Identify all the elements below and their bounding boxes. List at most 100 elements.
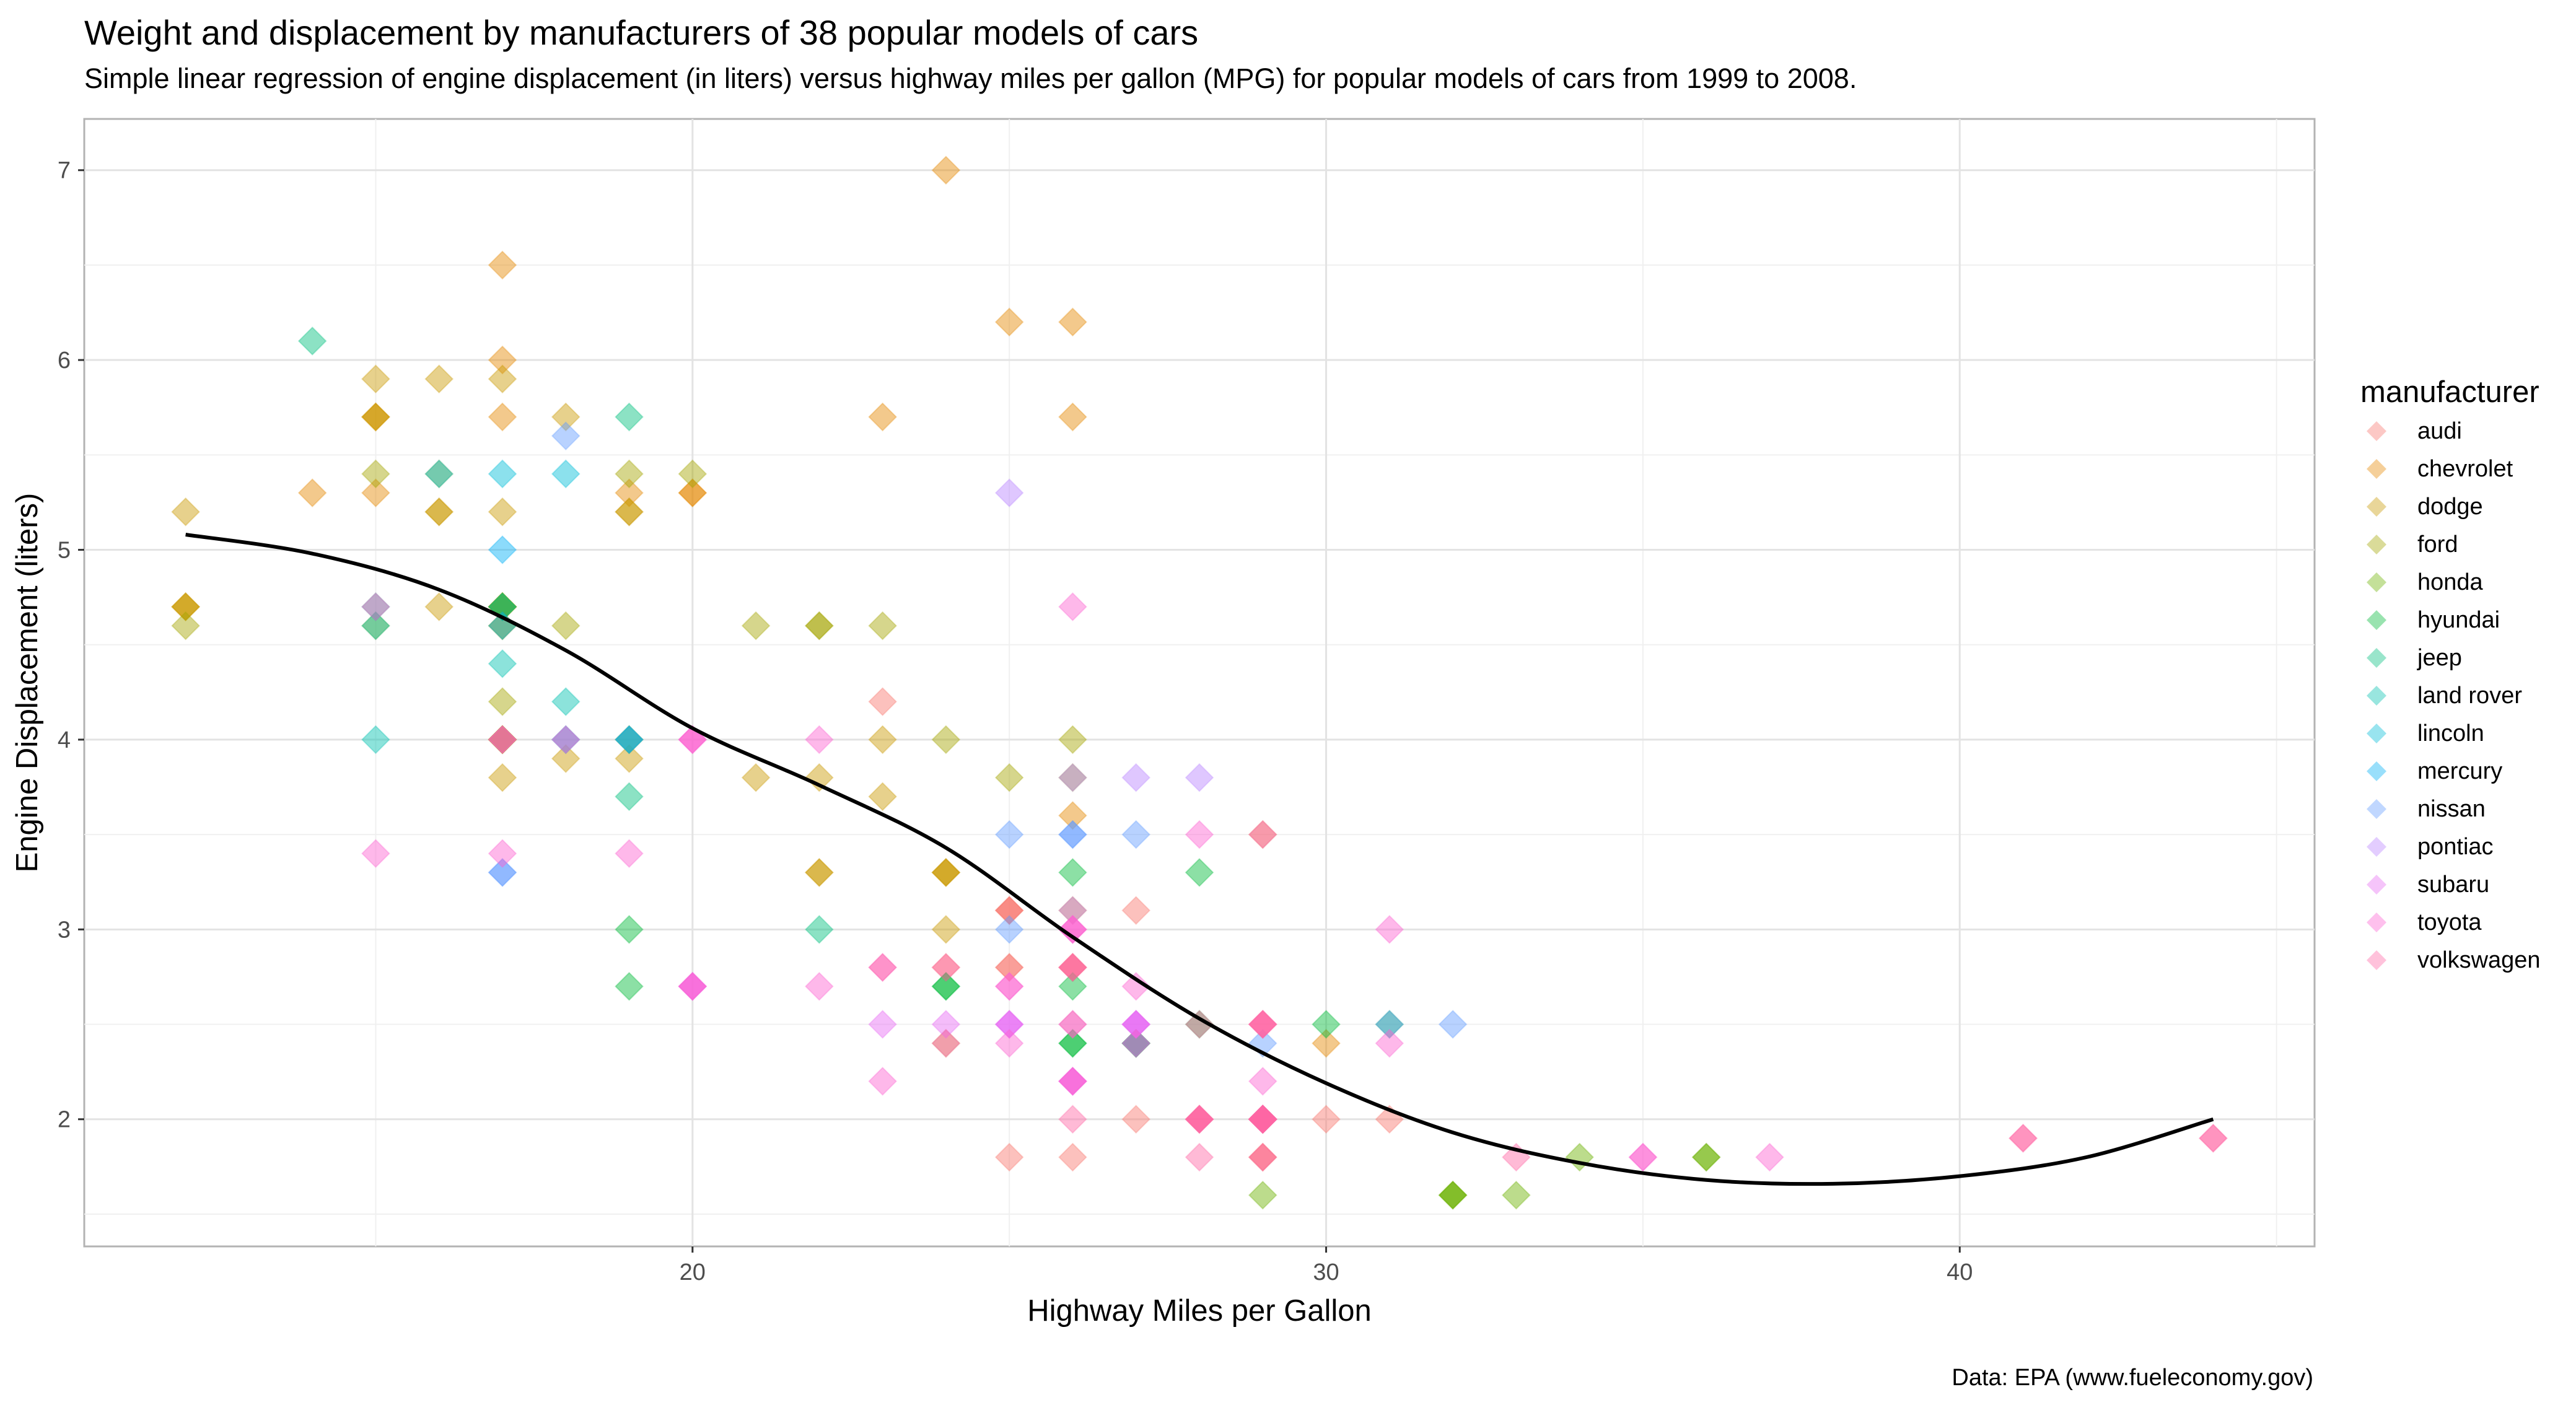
legend-key-diamond-icon bbox=[2367, 799, 2386, 819]
data-point-dodge bbox=[931, 857, 961, 887]
data-point-chevrolet bbox=[615, 478, 644, 508]
legend-item-mercury: mercury bbox=[2360, 753, 2571, 790]
data-point-hyundai bbox=[1375, 1010, 1404, 1039]
data-point-dodge bbox=[551, 402, 580, 432]
data-point-subaru bbox=[1121, 1010, 1151, 1039]
data-point-audi bbox=[994, 1142, 1024, 1172]
data-point-volkswagen bbox=[931, 953, 961, 983]
data-point-mercury bbox=[615, 725, 644, 755]
legend-item-chevrolet: chevrolet bbox=[2360, 450, 2571, 488]
data-point-jeep bbox=[297, 326, 327, 356]
data-point-hyundai bbox=[1312, 1010, 1341, 1039]
data-point-volkswagen bbox=[1248, 1142, 1277, 1172]
data-point-dodge bbox=[424, 497, 454, 527]
data-point-dodge bbox=[615, 497, 644, 527]
data-point-ford bbox=[1058, 725, 1087, 755]
regression-line bbox=[185, 533, 2214, 1186]
data-point-dodge bbox=[488, 364, 517, 394]
data-point-audi bbox=[1248, 1142, 1277, 1172]
data-point-hyundai bbox=[931, 971, 961, 1001]
data-point-volkswagen bbox=[1248, 1105, 1277, 1134]
data-point-volkswagen bbox=[1248, 1105, 1277, 1134]
legend-key-diamond-icon bbox=[2367, 459, 2386, 479]
data-point-chevrolet bbox=[361, 478, 390, 508]
x-tick-label: 40 bbox=[1947, 1259, 1973, 1285]
data-point-dodge bbox=[804, 857, 834, 887]
data-point-toyota bbox=[868, 1067, 898, 1096]
data-point-toyota bbox=[994, 1028, 1024, 1058]
data-point-volkswagen bbox=[1058, 953, 1087, 983]
legend-key-diamond-icon bbox=[2367, 421, 2386, 441]
data-point-dodge bbox=[488, 497, 517, 527]
data-point-ford bbox=[361, 611, 390, 641]
data-point-volkswagen bbox=[1248, 1105, 1277, 1134]
data-point-audi bbox=[994, 896, 1024, 926]
data-point-subaru bbox=[1121, 1010, 1151, 1039]
data-point-jeep bbox=[615, 402, 644, 432]
data-point-audi bbox=[1058, 953, 1087, 983]
data-point-chevrolet bbox=[361, 402, 390, 432]
data-point-volkswagen bbox=[1248, 1105, 1277, 1134]
data-point-honda bbox=[1501, 1180, 1531, 1210]
data-point-hyundai bbox=[1121, 1028, 1151, 1058]
data-point-subaru bbox=[678, 971, 708, 1001]
data-point-chevrolet bbox=[931, 155, 961, 185]
data-point-audi bbox=[1121, 1105, 1151, 1134]
legend-key-diamond-icon bbox=[2367, 837, 2386, 857]
data-point-ford bbox=[994, 763, 1024, 792]
data-point-jeep bbox=[615, 782, 644, 812]
legend-item-jeep: jeep bbox=[2360, 639, 2571, 677]
x-axis-label: Highway Miles per Gallon bbox=[1027, 1294, 1372, 1328]
data-point-subaru bbox=[994, 1010, 1024, 1039]
data-point-dodge bbox=[171, 592, 201, 621]
data-point-subaru bbox=[994, 1010, 1024, 1039]
data-point-dodge bbox=[868, 782, 898, 812]
legend-item-volkswagen: volkswagen bbox=[2360, 942, 2571, 979]
data-point-hyundai bbox=[1058, 857, 1087, 887]
data-point-hyundai bbox=[615, 914, 644, 944]
data-point-toyota bbox=[615, 839, 644, 869]
data-point-volkswagen bbox=[1248, 1105, 1277, 1134]
data-point-jeep bbox=[361, 592, 390, 621]
data-point-volkswagen bbox=[1185, 1142, 1214, 1172]
data-point-volkswagen bbox=[1185, 1105, 1214, 1134]
data-point-chevrolet bbox=[488, 345, 517, 375]
data-point-dodge bbox=[804, 857, 834, 887]
data-point-dodge bbox=[931, 914, 961, 944]
data-point-audi bbox=[931, 953, 961, 983]
data-point-honda bbox=[1248, 1180, 1277, 1210]
data-point-chevrolet bbox=[678, 478, 708, 508]
legend-key-diamond-icon bbox=[2367, 648, 2386, 668]
data-point-toyota bbox=[1628, 1142, 1658, 1172]
data-point-dodge bbox=[931, 857, 961, 887]
data-point-volkswagen bbox=[1058, 1010, 1087, 1039]
data-point-ford bbox=[1058, 763, 1087, 792]
data-point-audi bbox=[1185, 1105, 1214, 1134]
data-point-chevrolet bbox=[488, 402, 517, 432]
legend-label: toyota bbox=[2417, 909, 2482, 935]
legend-item-honda: honda bbox=[2360, 564, 2571, 602]
data-point-land-rover bbox=[361, 611, 390, 641]
data-point-lincoln bbox=[424, 459, 454, 489]
data-point-hyundai bbox=[1121, 1028, 1151, 1058]
data-point-honda bbox=[1438, 1180, 1468, 1210]
data-point-volkswagen bbox=[1185, 1105, 1214, 1134]
data-point-volkswagen bbox=[2198, 1123, 2228, 1153]
data-point-chevrolet bbox=[1058, 801, 1087, 830]
x-tick-label: 20 bbox=[680, 1259, 706, 1285]
data-point-toyota bbox=[994, 971, 1024, 1001]
y-tick-label: 4 bbox=[58, 727, 71, 753]
data-point-land-rover bbox=[551, 687, 580, 717]
legend-item-audi: audi bbox=[2360, 413, 2571, 450]
data-point-pontiac bbox=[1058, 763, 1087, 792]
data-point-toyota bbox=[1185, 820, 1214, 849]
data-point-toyota bbox=[1058, 592, 1087, 621]
legend-label: honda bbox=[2417, 569, 2483, 595]
data-point-dodge bbox=[424, 592, 454, 621]
data-point-nissan bbox=[1121, 820, 1151, 849]
data-point-subaru bbox=[1058, 1067, 1087, 1096]
legend-item-hyundai: hyundai bbox=[2360, 602, 2571, 639]
legend-label: jeep bbox=[2417, 645, 2462, 671]
data-point-chevrolet bbox=[488, 250, 517, 280]
